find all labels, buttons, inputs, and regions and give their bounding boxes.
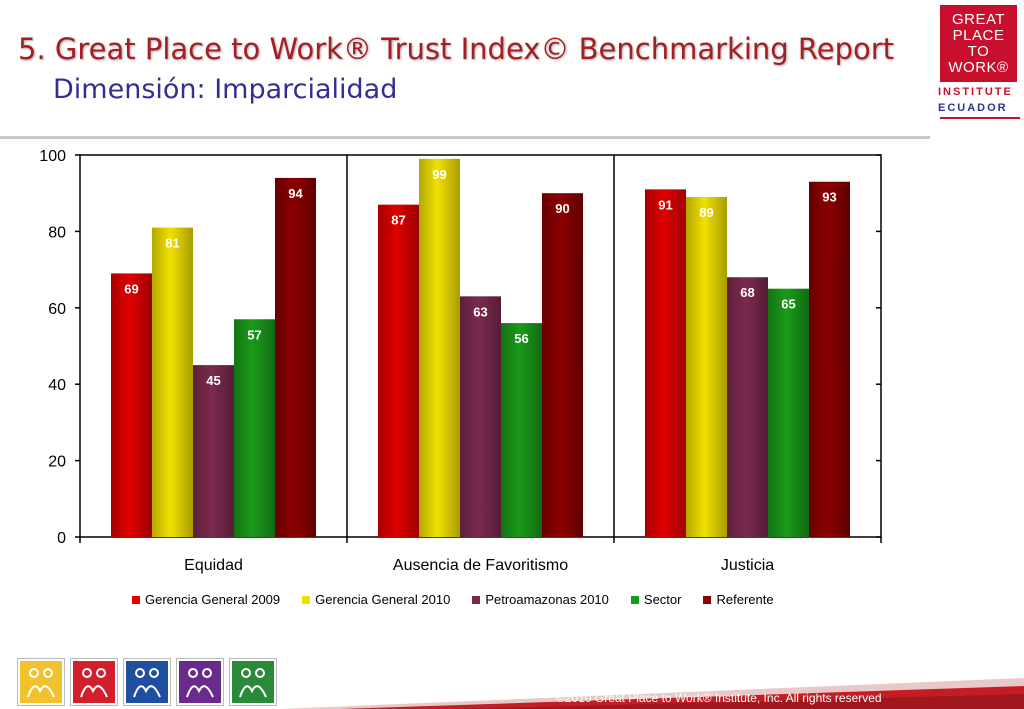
- legend-label: Petroamazonas 2010: [485, 592, 609, 607]
- logo-institute-text: INSTITUTE: [938, 86, 1013, 98]
- y-tick-label: 40: [48, 377, 66, 394]
- figure-icon: [80, 668, 108, 698]
- y-tick-label: 100: [39, 148, 66, 165]
- legend-item: Sector: [630, 592, 682, 607]
- data-label: 57: [247, 327, 261, 342]
- bar: [542, 193, 583, 537]
- culture-icon: [177, 659, 223, 705]
- copyright-text: ©2010 Great Place to Work® Institute, In…: [556, 691, 882, 705]
- figure-icon: [27, 668, 55, 698]
- y-tick-label: 0: [57, 530, 66, 547]
- data-label: 93: [822, 190, 836, 205]
- logo-line: GREAT: [951, 10, 1006, 28]
- y-tick-label: 20: [48, 454, 66, 471]
- logo-divider: [940, 117, 1020, 119]
- legend-item: Referente: [703, 592, 774, 607]
- data-label: 94: [288, 186, 303, 201]
- bar: [275, 177, 316, 538]
- bar: [152, 227, 193, 537]
- page-subtitle: Dimensión: Imparcialidad: [53, 74, 398, 105]
- data-label: 68: [740, 285, 754, 300]
- legend-swatch: [703, 595, 712, 604]
- legend-item: Gerencia General 2010: [302, 592, 450, 607]
- data-label: 89: [699, 205, 713, 220]
- bar: [768, 288, 809, 537]
- data-label: 45: [206, 373, 220, 388]
- logo-line: TO: [967, 42, 990, 60]
- x-tick-label: Justicia: [721, 557, 774, 574]
- bar: [809, 181, 850, 538]
- page-title: 5. Great Place to Work® Trust Index© Ben…: [18, 32, 895, 66]
- culture-icon: [124, 659, 170, 705]
- chart-legend: Gerencia General 2009 Gerencia General 20…: [132, 592, 796, 607]
- data-label: 69: [124, 281, 138, 296]
- culture-icon: [71, 659, 117, 705]
- data-label: 90: [555, 201, 569, 216]
- bar: [419, 158, 460, 537]
- bar: [234, 319, 275, 537]
- legend-label: Sector: [643, 592, 682, 607]
- y-tick-label: 60: [48, 301, 66, 318]
- legend-item: Gerencia General 2009: [132, 592, 280, 607]
- legend-swatch: [132, 595, 140, 604]
- legend-label: Referente: [716, 592, 774, 607]
- bar: [727, 277, 768, 537]
- bar: [378, 204, 419, 537]
- x-tick-label: Ausencia de Favoritismo: [393, 557, 568, 574]
- bar-chart: 0 20 40 60 80 100 69 81 45 57 94 Equidad 87 99 63 56 90 A…: [39, 148, 882, 574]
- legend-swatch: [302, 595, 311, 604]
- bar: [501, 323, 542, 537]
- logo-line: PLACE: [952, 26, 1005, 44]
- footer-band: [280, 678, 1024, 709]
- data-label: 63: [473, 304, 487, 319]
- great-place-to-work-logo: GREAT PLACE TO WORK®: [940, 5, 1017, 82]
- header-divider: [0, 136, 930, 139]
- bar: [645, 189, 686, 537]
- bar: [193, 365, 234, 537]
- y-tick-label: 80: [48, 224, 66, 241]
- logo-line: WORK®: [948, 58, 1009, 76]
- bar: [460, 296, 501, 537]
- data-label: 87: [391, 213, 405, 228]
- legend-label: Gerencia General 2009: [145, 592, 281, 607]
- legend-item: Petroamazonas 2010: [472, 592, 609, 607]
- data-label: 91: [658, 197, 672, 212]
- bar: [686, 197, 727, 537]
- legend-label: Gerencia General 2010: [315, 592, 451, 607]
- culture-icon: [230, 659, 276, 705]
- data-label: 65: [781, 297, 795, 312]
- data-label: 81: [165, 236, 179, 251]
- bar: [111, 273, 152, 537]
- x-tick-label: Equidad: [184, 557, 243, 574]
- figure-icon: [186, 668, 214, 698]
- legend-swatch: [472, 595, 481, 604]
- figure-icon: [133, 668, 161, 698]
- logo-country-text: ECUADOR: [938, 102, 1008, 114]
- culture-icon: [18, 659, 64, 705]
- legend-swatch: [630, 595, 639, 604]
- data-label: 99: [432, 167, 446, 182]
- data-label: 56: [514, 331, 528, 346]
- figure-icon: [239, 668, 267, 698]
